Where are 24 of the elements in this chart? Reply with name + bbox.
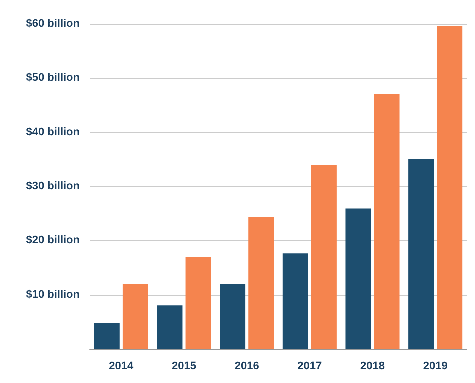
y-tick-label: $40 billion bbox=[26, 126, 80, 138]
bar bbox=[248, 217, 274, 349]
x-tick-label: 2019 bbox=[423, 360, 448, 372]
bar bbox=[408, 159, 434, 349]
bar bbox=[122, 284, 148, 349]
y-tick-label: $10 billion bbox=[26, 288, 80, 301]
x-tick-label: 2014 bbox=[109, 360, 135, 372]
x-tick-label: 2016 bbox=[234, 360, 260, 372]
bar bbox=[374, 94, 400, 349]
x-tick-label: 2015 bbox=[172, 360, 196, 372]
bar bbox=[311, 165, 337, 349]
bar bbox=[346, 208, 372, 349]
y-tick-label: $60 billion bbox=[26, 18, 80, 30]
bar bbox=[282, 254, 308, 349]
bar bbox=[94, 323, 120, 349]
bar bbox=[186, 257, 212, 349]
y-tick-label: $30 billion bbox=[26, 180, 80, 192]
y-tick-label: $50 billion bbox=[26, 72, 80, 84]
bar bbox=[220, 284, 246, 349]
x-tick-label: 2017 bbox=[298, 360, 322, 372]
y-tick-label: $20 billion bbox=[26, 234, 80, 247]
bar bbox=[437, 26, 463, 349]
bar bbox=[157, 306, 183, 349]
x-tick-label: 2018 bbox=[360, 360, 385, 372]
